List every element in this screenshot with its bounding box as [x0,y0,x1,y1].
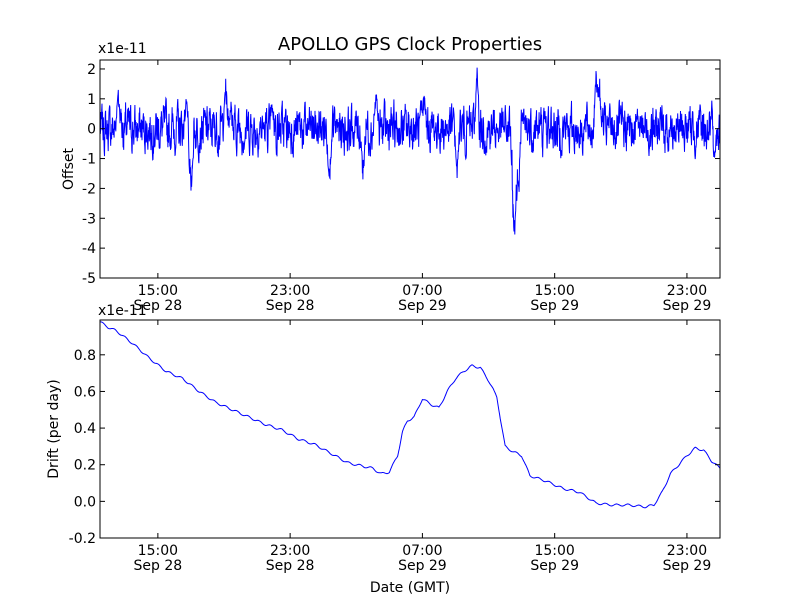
drift-xtick-time: 07:00 [402,543,442,559]
offset-ytick-label: -1 [82,152,96,168]
offset-axes-frame [99,59,721,279]
drift-xtick-date: Sep 29 [398,558,447,574]
drift-ytick-label: 0.0 [74,494,96,510]
drift-ytick-label: 0.2 [74,458,96,474]
offset-ytick-label: -4 [82,241,96,257]
offset-xtick-time: 23:00 [270,283,310,299]
drift-series-line [100,321,720,509]
offset-ytick-label: 2 [87,62,96,78]
offset-ytick-label: 0 [87,122,96,138]
offset-series-line [100,67,720,235]
drift-xtick-date: Sep 28 [134,558,183,574]
drift-ytick-label: 0.6 [74,384,96,400]
offset-ytick-label: -2 [82,181,96,197]
drift-y-axis-label: Drift (per day) [46,379,62,478]
offset-scale-label: x1e-11 [98,41,147,57]
offset-xtick-time: 15:00 [534,283,574,299]
offset-xtick-date: Sep 29 [663,298,712,314]
drift-axes-frame [99,319,721,539]
drift-xtick-time: 23:00 [667,543,707,559]
offset-series-group [100,67,720,235]
drift-ytick-label: 0.4 [74,421,96,437]
drift-x-axis-label: Date (GMT) [370,580,450,596]
drift-series-group [100,321,720,509]
offset-ytick-label: -3 [82,211,96,227]
offset-xtick-date: Sep 29 [530,298,579,314]
offset-xtick-time: 23:00 [667,283,707,299]
offset-xtick-date: Sep 29 [398,298,447,314]
offset-ytick-label: -5 [82,271,96,287]
offset-xtick-time: 07:00 [402,283,442,299]
drift-xtick-time: 15:00 [534,543,574,559]
offset-y-axis-label: Offset [61,147,77,190]
drift-ytick-label: -0.2 [69,531,96,547]
drift-xtick-time: 15:00 [138,543,178,559]
offset-xtick-date: Sep 28 [134,298,183,314]
chart-title: APOLLO GPS Clock Properties [278,34,542,55]
offset-xtick-time: 15:00 [138,283,178,299]
offset-xtick-date: Sep 28 [266,298,315,314]
drift-xtick-time: 23:00 [270,543,310,559]
offset-ytick-label: 1 [87,92,96,108]
drift-xtick-date: Sep 28 [266,558,315,574]
drift-scale-label: x1e-11 [98,303,147,319]
drift-ytick-label: 0.8 [74,348,96,364]
drift-xtick-date: Sep 29 [663,558,712,574]
drift-xtick-date: Sep 29 [530,558,579,574]
